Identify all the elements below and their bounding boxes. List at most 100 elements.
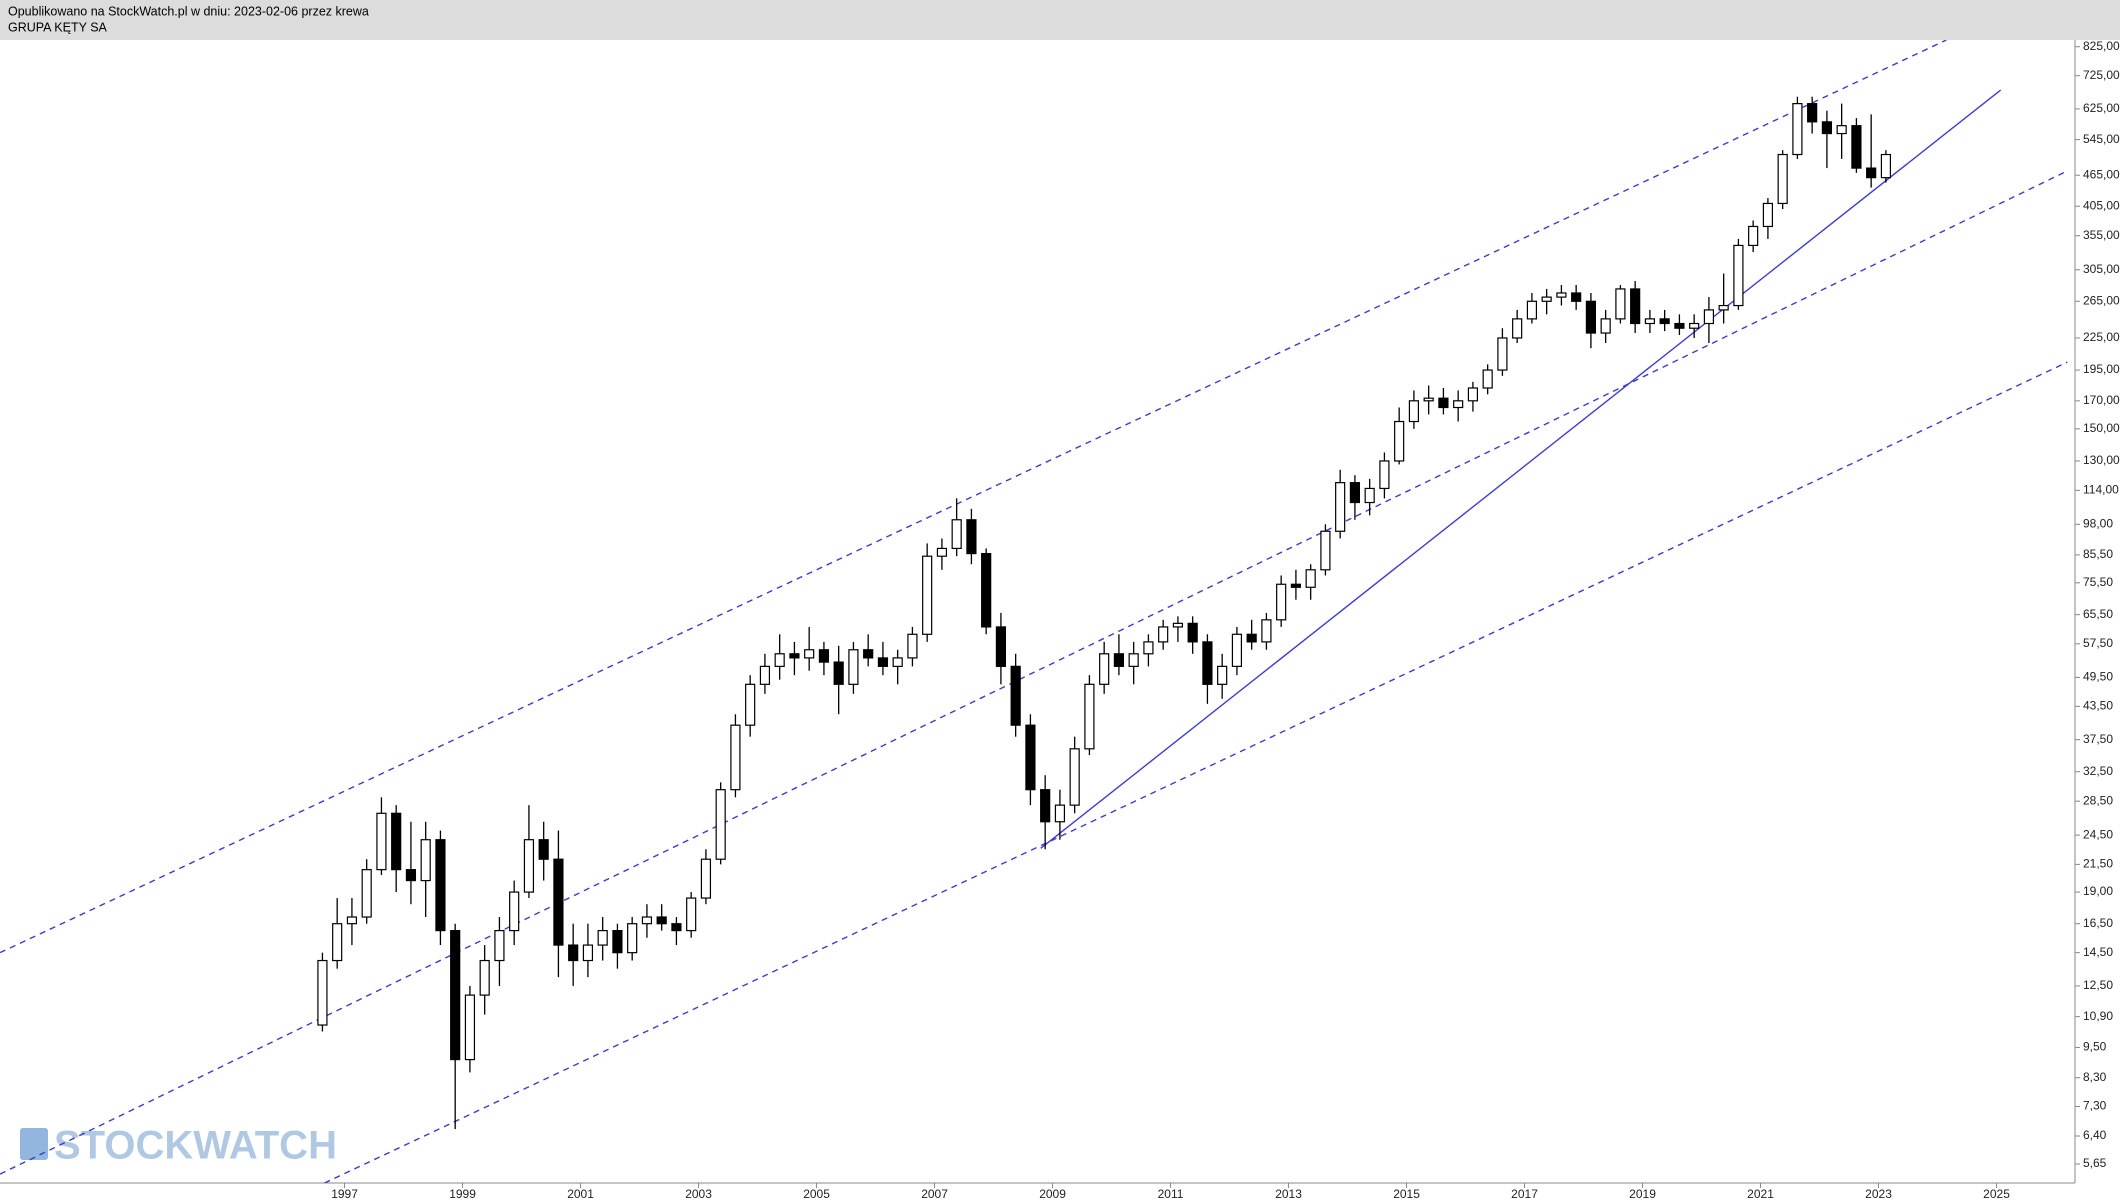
y-tick-label: 170,00 (2083, 393, 2120, 407)
y-tick-label: 65,50 (2083, 607, 2113, 621)
candle-body (1349, 482, 1361, 504)
candle-body (1084, 683, 1095, 750)
candle-body (730, 724, 741, 791)
candle-body (1246, 633, 1257, 643)
candle-body (995, 626, 1007, 667)
x-tick-label: 2005 (803, 1187, 830, 1201)
x-tick-label: 2003 (685, 1187, 712, 1201)
candle-body (391, 812, 402, 871)
x-tick-label: 2015 (1393, 1187, 1420, 1201)
candle-body (951, 519, 962, 550)
candle-body (1364, 487, 1375, 504)
x-tick-label: 2001 (567, 1187, 594, 1201)
candle-body (1866, 167, 1877, 179)
candle-body (405, 869, 417, 882)
y-tick-label: 57,50 (2083, 636, 2113, 650)
candle-body (833, 661, 844, 685)
header-bar (0, 0, 2120, 40)
y-tick-label: 6,40 (2083, 1128, 2107, 1142)
candle-body (1453, 400, 1464, 409)
candle-body (1762, 202, 1774, 228)
candle-body (509, 891, 520, 932)
candle-body (435, 839, 446, 932)
y-tick-label: 825,00 (2083, 39, 2120, 53)
x-tick-label: 2009 (1039, 1187, 1066, 1201)
x-tick-label: 2007 (921, 1187, 948, 1201)
trendline (0, 170, 2068, 1175)
candle-body (1689, 322, 1700, 329)
candle-body (656, 916, 667, 925)
y-tick-label: 465,00 (2083, 167, 2120, 181)
candle-body (759, 665, 771, 685)
candle-body (1512, 318, 1523, 339)
candle-body (1113, 653, 1125, 667)
candle-body (464, 994, 476, 1061)
candle-body (818, 649, 830, 663)
candle-body (597, 930, 608, 946)
candle-body (450, 930, 461, 1061)
y-tick-label: 7,30 (2083, 1099, 2107, 1113)
candle-body (1630, 288, 1641, 325)
candle-body (361, 869, 372, 918)
candle-body (1010, 665, 1021, 726)
y-tick-label: 43,50 (2083, 699, 2113, 713)
candle-body (1467, 387, 1479, 402)
y-tick-label: 16,50 (2083, 916, 2113, 930)
x-tick-label: 2025 (1983, 1187, 2010, 1201)
y-tick-label: 405,00 (2083, 198, 2120, 212)
candle-body (641, 916, 653, 925)
candle-body (1290, 583, 1302, 588)
y-tick-label: 130,00 (2083, 453, 2120, 467)
y-tick-label: 305,00 (2083, 262, 2120, 276)
header-line: Opublikowano na StockWatch.pl w dniu: 20… (8, 4, 369, 18)
candle-body (494, 930, 505, 962)
candle-body (700, 858, 712, 899)
candle-body (1394, 420, 1405, 462)
candle-body (1128, 653, 1139, 667)
y-tick-label: 5,65 (2083, 1156, 2107, 1170)
x-tick-label: 1997 (331, 1187, 358, 1201)
candle-body (1497, 337, 1508, 371)
y-tick-label: 12,50 (2083, 978, 2113, 992)
trendline (324, 361, 2068, 1183)
trendline (1040, 89, 2002, 849)
x-tick-label: 2021 (1747, 1187, 1774, 1201)
y-tick-label: 14,50 (2083, 945, 2113, 959)
y-tick-label: 10,90 (2083, 1009, 2113, 1023)
y-tick-label: 28,50 (2083, 793, 2113, 807)
candle-body (686, 897, 697, 932)
y-tick-label: 24,50 (2083, 827, 2113, 841)
candle-body (1644, 318, 1656, 325)
candle-body (1040, 789, 1051, 823)
candle-body (877, 657, 889, 667)
candle-body (479, 959, 490, 996)
y-tick-label: 98,00 (2083, 516, 2113, 530)
candle-body (1423, 397, 1434, 402)
x-tick-label: 1999 (449, 1187, 476, 1201)
candle-body (346, 916, 358, 925)
candle-body (1821, 121, 1833, 135)
candle-body (1880, 153, 1892, 179)
candle-body (1615, 288, 1626, 320)
y-tick-label: 265,00 (2083, 293, 2120, 307)
candle-body (1718, 304, 1729, 311)
candle-body (376, 812, 387, 871)
candle-body (1659, 318, 1670, 325)
candle-body (671, 923, 682, 932)
x-tick-label: 2017 (1511, 1187, 1538, 1201)
candle-body (789, 653, 800, 659)
y-tick-label: 85,50 (2083, 547, 2113, 561)
candle-body (1276, 583, 1287, 621)
candle-body (1777, 153, 1788, 205)
candle-body (1792, 103, 1803, 156)
candle-body (538, 839, 549, 860)
watermark: STOCKWATCH (54, 1124, 337, 1168)
candle-body (1025, 724, 1036, 791)
candle-body (1807, 103, 1818, 123)
candle-body (1320, 530, 1331, 571)
y-tick-label: 49,50 (2083, 670, 2113, 684)
watermark-icon (20, 1128, 48, 1160)
candle-body (1748, 225, 1759, 247)
y-tick-label: 225,00 (2083, 330, 2120, 344)
